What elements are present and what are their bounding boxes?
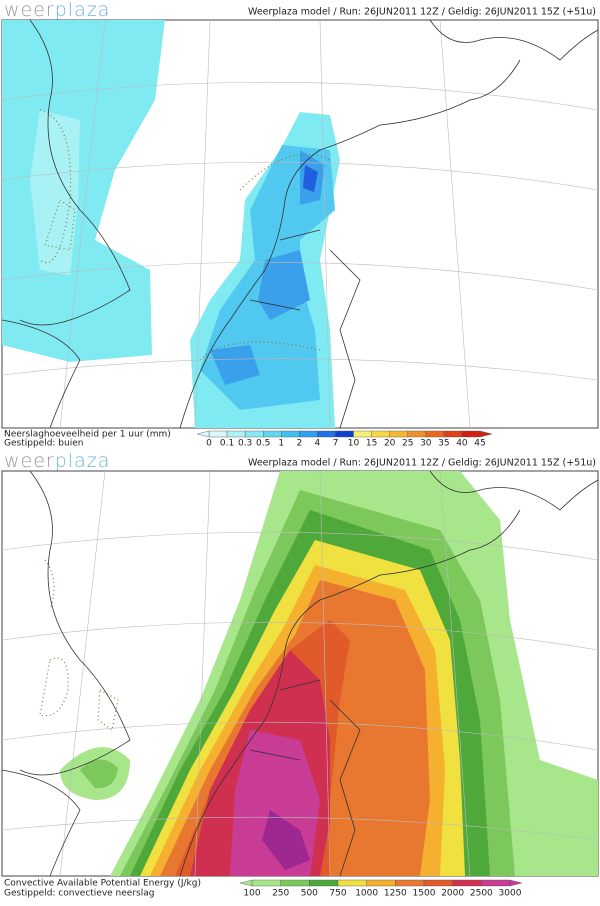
colorbar-swatch bbox=[407, 430, 427, 438]
colorbar-swatch bbox=[244, 430, 264, 438]
colorbar-label: 3000 bbox=[499, 889, 522, 899]
colorbar-swatch bbox=[281, 430, 300, 438]
colorbar-swatch bbox=[481, 879, 511, 887]
grid-line bbox=[1, 470, 599, 877]
colorbar-swatch bbox=[263, 430, 282, 438]
colorbar-label: 1500 bbox=[413, 889, 436, 899]
logo-part: weer bbox=[4, 0, 55, 21]
colorbar-label: 7 bbox=[333, 439, 339, 449]
colorbar-swatch bbox=[309, 879, 339, 887]
colorbar-label: 0.1 bbox=[220, 439, 234, 449]
colorbar-label: 0.3 bbox=[238, 439, 252, 449]
colorbar-label: 0.5 bbox=[256, 439, 270, 449]
legend-title: Convective Available Potential Energy (J… bbox=[4, 879, 201, 889]
colorbar-label: 750 bbox=[329, 889, 346, 899]
header: Weerplaza model / Run: 26JUN2011 12Z / G… bbox=[248, 458, 596, 469]
colorbar-swatch bbox=[226, 430, 246, 438]
colorbar-swatch bbox=[425, 430, 445, 438]
colorbar-swatch bbox=[389, 430, 408, 438]
colorbar-swatch bbox=[280, 879, 310, 887]
colorbar-swatch bbox=[251, 879, 281, 887]
colorbar-arrow bbox=[239, 879, 253, 887]
panel-precipitation: weerplaza Weerplaza model / Run: 26JUN20… bbox=[1, 0, 599, 449]
colorbar-label: 1 bbox=[278, 439, 284, 449]
colorbar-swatch bbox=[461, 430, 481, 438]
legend-note: Gestippeld: buien bbox=[4, 439, 83, 449]
precip-area bbox=[30, 110, 80, 275]
colorbar-label: 1250 bbox=[384, 889, 407, 899]
colorbar-label: 4 bbox=[315, 439, 321, 449]
coastline bbox=[1, 470, 599, 877]
colorbar-label: 20 bbox=[384, 439, 396, 449]
grid-line bbox=[1, 19, 599, 429]
colorbar-swatch bbox=[395, 879, 425, 887]
colorbar-swatch bbox=[371, 430, 390, 438]
colorbar-label: 1000 bbox=[355, 889, 378, 899]
colorbar-swatch bbox=[337, 879, 367, 887]
logo: weerplaza bbox=[4, 0, 110, 21]
logo-part: plaza bbox=[55, 450, 111, 472]
colorbar-swatch bbox=[335, 430, 354, 438]
colorbar-label: 0 bbox=[206, 439, 212, 449]
colorbar-label: 40 bbox=[456, 439, 468, 449]
colorbar-label: 2 bbox=[296, 439, 302, 449]
colorbar-swatch bbox=[299, 430, 318, 438]
colorbar-label: 100 bbox=[243, 889, 260, 899]
colorbar-swatch bbox=[208, 430, 228, 438]
dotted-contour bbox=[39, 559, 119, 732]
logo-part: weer bbox=[4, 450, 55, 472]
colorbar-label: 35 bbox=[438, 439, 449, 449]
colorbar-arrow bbox=[509, 879, 523, 887]
logo-part: plaza bbox=[55, 0, 111, 21]
colorbar-label: 45 bbox=[474, 439, 485, 449]
legend-title: Neerslaghoeveelheid per 1 uur (mm) bbox=[4, 430, 171, 440]
header: Weerplaza model / Run: 26JUN2011 12Z / G… bbox=[248, 7, 596, 18]
logo: weerplaza bbox=[4, 450, 110, 472]
colorbar-swatch bbox=[317, 430, 336, 438]
coastline bbox=[1, 19, 599, 429]
colorbar-swatch bbox=[443, 430, 463, 438]
colorbar-label: 2500 bbox=[470, 889, 493, 899]
colorbar-arrow bbox=[479, 430, 493, 438]
colorbar-swatch bbox=[353, 430, 372, 438]
colorbar-swatch bbox=[452, 879, 482, 887]
colorbar-label: 25 bbox=[402, 439, 413, 449]
colorbar-label: 10 bbox=[348, 439, 360, 449]
legend-note: Gestippeld: convectieve neerslag bbox=[4, 889, 154, 899]
precip-area bbox=[303, 165, 318, 192]
colorbar-label: 2000 bbox=[441, 889, 464, 899]
cape-area bbox=[262, 810, 310, 870]
colorbar-label: 500 bbox=[301, 889, 318, 899]
colorbar-arrow bbox=[196, 430, 210, 438]
colorbar-label: 15 bbox=[366, 439, 377, 449]
colorbar-label: 30 bbox=[420, 439, 432, 449]
colorbar-swatch bbox=[423, 879, 453, 887]
colorbar-label: 250 bbox=[272, 889, 289, 899]
precip-area bbox=[210, 150, 325, 385]
panel-cape: weerplaza Weerplaza model / Run: 26JUN20… bbox=[1, 450, 599, 899]
colorbar: 100 250 500 750 1000 1250 1500 2000 2500 3000 bbox=[239, 879, 523, 899]
colorbar-swatch bbox=[366, 879, 396, 887]
colorbar: 0 0.1 0.3 0.5 1 2 4 7 10 15 20 25 30 35 40 45 bbox=[196, 430, 493, 449]
